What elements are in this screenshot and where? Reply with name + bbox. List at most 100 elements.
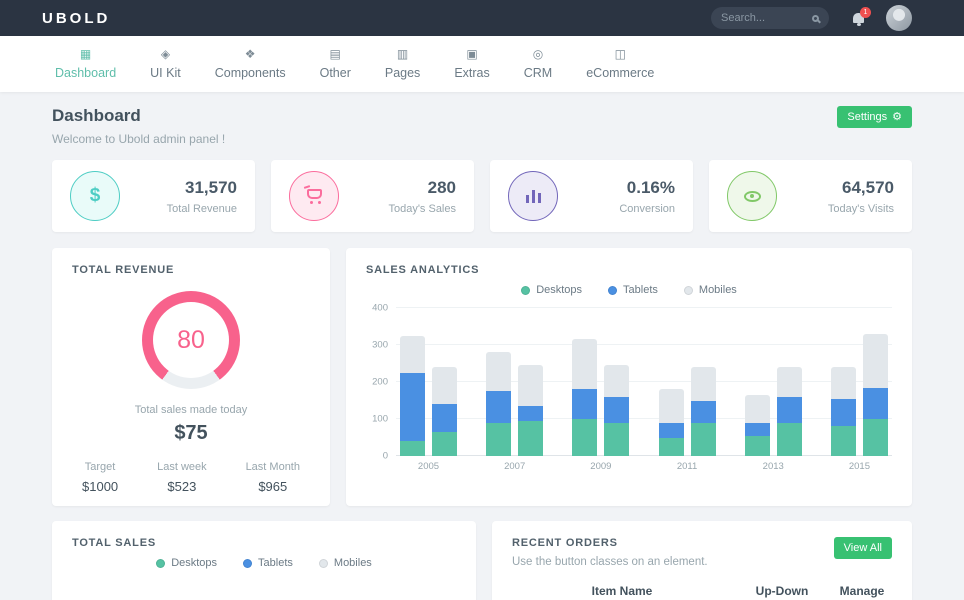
bar-segment-tablets (400, 372, 425, 442)
main-nav: ▦ Dashboard ◈ UI Kit ❖ Components ▤ Other ▥ Pages… (0, 36, 964, 92)
stat-label: Today's Sales (388, 202, 456, 215)
bar-group: 2009 (572, 308, 630, 472)
notifications-button[interactable]: 1 (853, 7, 871, 23)
nav-item-crm[interactable]: ◎ CRM (507, 48, 569, 80)
orders-table-header: Item Name Up-Down Manage (512, 584, 892, 600)
gridline (396, 381, 892, 382)
stat-label: Conversion (619, 202, 675, 215)
bar-segment-desktops (658, 437, 684, 456)
orders-title-block: RECENT ORDERS Use the button classes on … (512, 537, 708, 568)
bar-chart-icon (525, 189, 541, 203)
stat-card-total-revenue: $31,570 Total Revenue (52, 160, 255, 232)
y-tick-label: 0 (382, 450, 388, 462)
nav-item-ui-kit[interactable]: ◈ UI Kit (133, 48, 198, 80)
revenue-stat-label: Target (84, 461, 116, 473)
legend-item-desktops: Desktops (156, 557, 217, 569)
recent-orders-title: RECENT ORDERS (512, 537, 618, 549)
nav-item-label: Pages (384, 66, 421, 80)
bar-segment-mobiles (604, 365, 630, 397)
orders-column-manage: Manage (839, 584, 885, 598)
nav-item-components[interactable]: ❖ Components (198, 48, 303, 80)
stat-card-today-s-visits: 64,570 Today's Visits (709, 160, 912, 232)
stat-icon-circle: $ (70, 171, 120, 221)
nav-item-other[interactable]: ▤ Other (303, 48, 368, 80)
bar-group: 2011 (658, 308, 716, 472)
revenue-stat-value: $523 (167, 479, 197, 494)
gridline (396, 418, 892, 419)
x-tick-label: 2015 (848, 461, 870, 472)
nav-item-label: Other (319, 66, 351, 80)
revenue-stat-last-week: Last week $523 (157, 461, 207, 494)
nav-item-extras[interactable]: ▣ Extras (437, 48, 506, 80)
bar-segment-mobiles (690, 367, 716, 401)
x-tick-label: 2011 (676, 461, 698, 472)
stat-icon-circle (289, 171, 339, 221)
topbar-right: 1 (711, 5, 912, 31)
settings-button[interactable]: Settings ⚙ (837, 106, 912, 128)
bar-segment-desktops (830, 426, 856, 456)
legend-label: Desktops (536, 284, 583, 296)
nav-item-label: UI Kit (150, 66, 181, 80)
nav-item-label: eCommerce (586, 66, 655, 80)
components-icon: ❖ (244, 47, 256, 61)
page-subtitle: Welcome to Ubold admin panel ! (52, 132, 226, 146)
stat-text: 0.16% Conversion (619, 178, 675, 215)
bar-segment-desktops (744, 435, 770, 456)
bottom-row: TOTAL SALES Desktops Tablets Mobiles 200 R… (52, 521, 912, 600)
nav-item-label: Components (214, 66, 286, 80)
stat-label: Total Revenue (166, 202, 237, 215)
nav-item-dashboard[interactable]: ▦ Dashboard (38, 48, 133, 80)
nav-item-ecommerce[interactable]: ◫ eCommerce (569, 48, 671, 80)
y-tick-label: 400 (372, 302, 388, 314)
bar-segment-tablets (862, 387, 888, 419)
user-avatar[interactable] (886, 5, 912, 31)
bar-segment-desktops (572, 419, 598, 456)
view-all-button[interactable]: View All (833, 537, 892, 559)
bar-segment-tablets (486, 391, 512, 423)
nav-item-pages[interactable]: ▥ Pages (368, 48, 437, 80)
app-logo[interactable]: UBOLD (42, 9, 111, 27)
recent-orders-subtitle: Use the button classes on an element. (512, 556, 708, 568)
stat-value: 280 (427, 177, 456, 197)
total-revenue-card: TOTAL REVENUE 80 Total sales made today … (52, 248, 330, 506)
bar-segment-tablets (518, 406, 544, 421)
bar-segment-desktops (776, 422, 802, 456)
y-axis: 0 100 200 300 400 (366, 303, 396, 462)
extras-icon: ▣ (466, 47, 478, 61)
bar-segment-tablets (830, 398, 856, 427)
eye-icon (743, 190, 761, 202)
bar-group: 2005 (400, 308, 457, 472)
bar-segment-mobiles (400, 335, 425, 373)
bar-segment-mobiles (830, 367, 856, 399)
stacked-bar (432, 308, 457, 456)
search-icon[interactable] (812, 14, 819, 22)
stacked-bar (690, 308, 716, 456)
dollar-icon: $ (89, 185, 101, 206)
bar-segment-desktops (604, 422, 630, 456)
revenue-stat-value: $965 (258, 479, 288, 494)
analytics-legend: Desktops Tablets Mobiles (366, 284, 892, 296)
cart-icon: ◫ (614, 47, 626, 61)
nav-item-label: Dashboard (55, 66, 117, 80)
sales-analytics-title: SALES ANALYTICS (366, 264, 480, 276)
revenue-caption: Total sales made today (134, 404, 248, 416)
page-title: Dashboard (52, 106, 141, 125)
legend-dot (683, 285, 693, 295)
bar-group: 2007 (486, 308, 544, 472)
x-tick-label: 2013 (762, 461, 784, 472)
bar-segment-desktops (432, 431, 457, 456)
stacked-bar (830, 308, 856, 456)
legend-label: Tablets (623, 284, 658, 296)
revenue-stat-last-month: Last Month $965 (246, 461, 300, 494)
legend-dot (318, 558, 328, 568)
stat-card-today-s-sales: 280 Today's Sales (271, 160, 474, 232)
gear-icon: ⚙ (892, 110, 902, 123)
total-sales-legend: Desktops Tablets Mobiles (72, 557, 456, 569)
stat-text: 31,570 Total Revenue (167, 178, 237, 215)
revenue-stat-value: $1000 (82, 479, 119, 494)
charts-row: TOTAL REVENUE 80 Total sales made today … (52, 248, 912, 506)
legend-item-desktops: Desktops (521, 284, 582, 296)
search-input[interactable] (721, 12, 812, 24)
revenue-stats: Target $1000 Last week $523 Last Month $965 (72, 461, 310, 494)
bar-segment-desktops (690, 422, 716, 456)
